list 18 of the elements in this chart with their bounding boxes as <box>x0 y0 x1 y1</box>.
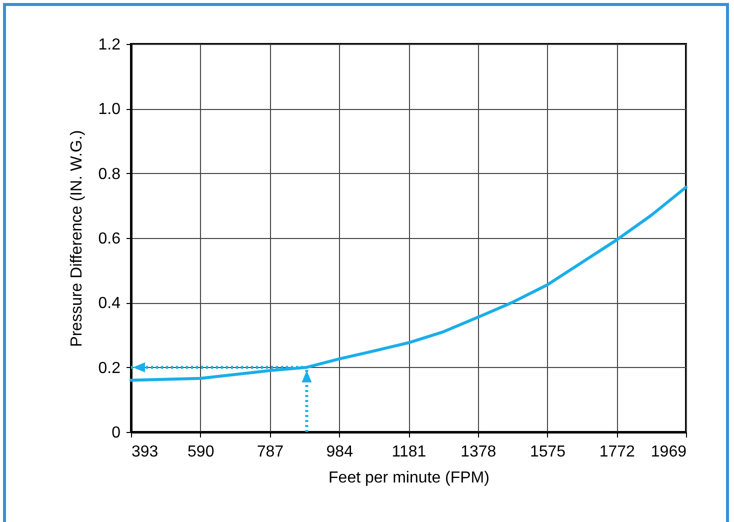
x-tick-label: 984 <box>326 444 354 460</box>
x-tick-label: 1181 <box>392 444 426 460</box>
x-tick-label: 1969 <box>650 444 687 460</box>
y-tick-label: 0 <box>112 424 121 442</box>
y-axis-title: Pressure Difference (IN. W.G.) <box>68 130 86 347</box>
x-tick-label: 787 <box>256 444 284 460</box>
x-tick-label: 1575 <box>530 444 566 460</box>
y-tick-label: 0.6 <box>98 230 121 248</box>
x-tick-label: 1378 <box>460 444 496 460</box>
y-tick-label: 1.0 <box>98 101 121 118</box>
x-tick-label: 393 <box>132 444 158 460</box>
x-axis-title: Feet per minute (FPM) <box>328 470 490 486</box>
x-tick-label: 590 <box>188 444 214 460</box>
y-tick-label: 0.8 <box>98 166 121 183</box>
x-tick-label: 1772 <box>599 444 636 460</box>
y-tick-label: 0.2 <box>98 360 121 377</box>
y-tick-label: 0.4 <box>98 295 121 312</box>
y-tick-label: 1.2 <box>98 36 121 54</box>
